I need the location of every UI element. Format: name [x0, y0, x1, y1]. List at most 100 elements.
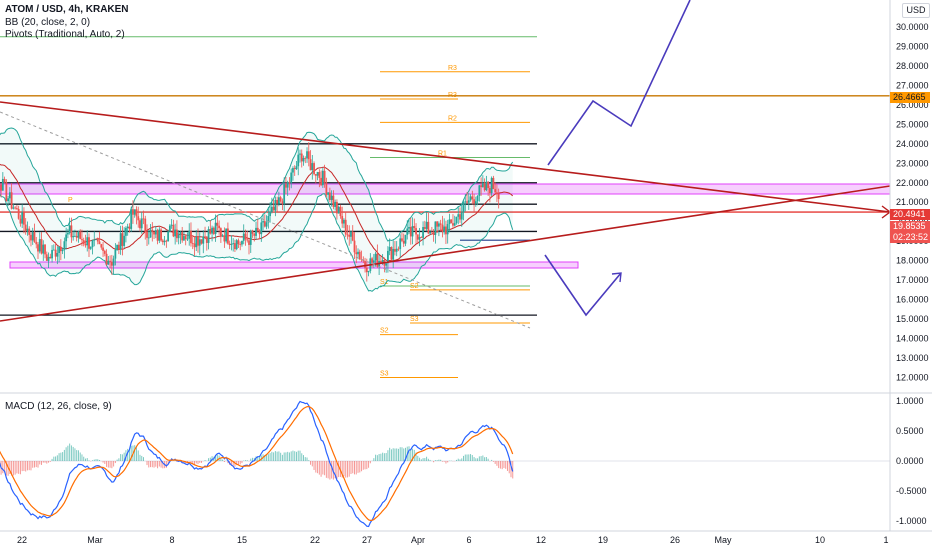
price-tick-label: 16.0000: [896, 295, 929, 305]
candle-body: [429, 231, 432, 234]
candle-body: [8, 192, 11, 199]
candle-body: [47, 256, 50, 261]
pivots-legend[interactable]: Pivots (Traditional, Auto, 2): [5, 29, 125, 40]
candle-body: [237, 240, 240, 245]
candle-body: [336, 201, 338, 214]
time-tick-label: 15: [237, 535, 247, 545]
symbol-legend[interactable]: ATOM / USD, 4h, KRAKEN: [5, 4, 129, 15]
candle-body: [52, 249, 55, 251]
candle-body: [7, 198, 10, 202]
candle-body: [401, 238, 403, 241]
candle-body: [358, 251, 361, 260]
candle-body: [172, 224, 175, 237]
candle-body: [204, 236, 206, 238]
candle-body: [119, 233, 122, 250]
candle-body: [445, 226, 447, 235]
macd-tick-label: 0.0000: [896, 456, 924, 466]
candle-body: [339, 206, 342, 217]
candle-body: [423, 227, 426, 229]
time-tick-label: Mar: [87, 535, 103, 545]
candle-body: [288, 182, 291, 183]
candle-body: [170, 224, 173, 226]
candle-body: [320, 177, 322, 186]
candle-body: [74, 235, 76, 237]
price-tick-label: 23.0000: [896, 158, 929, 168]
macd-legend[interactable]: MACD (12, 26, close, 9): [5, 401, 112, 412]
candle-body: [263, 221, 266, 227]
candle-body: [471, 196, 474, 200]
candle-body: [344, 219, 347, 235]
candle-body: [270, 206, 273, 212]
price-tick-label: 21.0000: [896, 197, 929, 207]
candle-body: [374, 253, 377, 261]
candle-body: [469, 196, 472, 201]
candle-body: [23, 212, 25, 225]
candle-body: [316, 172, 319, 176]
time-tick-label: 1: [883, 535, 888, 545]
candle-body: [371, 258, 373, 263]
candle-body: [487, 181, 490, 189]
price-tick-label: 14.0000: [896, 334, 929, 344]
candle-body: [297, 154, 300, 167]
price-tick-label: 26.0000: [896, 100, 929, 110]
candle-body: [139, 220, 141, 229]
candle-body: [26, 228, 29, 232]
candle-body: [290, 172, 293, 183]
price-tick-label: 17.0000: [896, 275, 929, 285]
candle-body: [227, 228, 229, 244]
candle-body: [168, 225, 171, 232]
candle-body: [420, 236, 423, 238]
candle-body: [174, 229, 177, 237]
pivot-label: S3: [380, 370, 389, 377]
candle-body: [137, 216, 140, 221]
candle-body: [158, 229, 161, 241]
pivot-label: R3: [448, 65, 457, 72]
candle-body: [432, 232, 435, 235]
candle-body: [81, 239, 83, 241]
candle-body: [350, 231, 352, 237]
candle-body: [49, 256, 52, 259]
candle-body: [219, 228, 222, 236]
candle-body: [328, 192, 331, 200]
last-price-value: 19.8535: [893, 221, 926, 231]
candle-body: [65, 234, 68, 242]
candle-body: [107, 260, 110, 265]
candle-body: [110, 261, 113, 266]
candle-body: [151, 229, 154, 232]
bb-fill: [0, 128, 513, 292]
candle-body: [256, 227, 259, 232]
pivot-label: R2: [448, 115, 457, 122]
candle-body: [418, 236, 421, 240]
price-tick-label: 25.0000: [896, 119, 929, 129]
candle-body: [459, 214, 461, 220]
candle-body: [473, 199, 475, 204]
candle-body: [200, 239, 203, 244]
candle-body: [207, 229, 210, 243]
candle-body: [248, 240, 250, 245]
candle-body: [21, 212, 24, 224]
candle-body: [452, 223, 454, 226]
candle-body: [61, 249, 64, 252]
candle-body: [19, 218, 22, 224]
candle-body: [304, 157, 307, 159]
candle-body: [232, 243, 235, 245]
bb-legend[interactable]: BB (20, close, 2, 0): [5, 17, 91, 28]
currency-badge[interactable]: USD: [902, 3, 930, 18]
candle-body: [228, 243, 231, 246]
candle-body: [497, 194, 500, 200]
candle-body: [450, 219, 453, 224]
candle-body: [355, 252, 358, 255]
candle-body: [133, 209, 136, 215]
candle-body: [198, 239, 201, 246]
candle-body: [302, 157, 305, 162]
candle-body: [188, 230, 191, 239]
candle-body: [195, 237, 198, 248]
candle-body: [390, 247, 393, 260]
candle-body: [241, 240, 243, 245]
candle-body: [191, 243, 194, 244]
candle-body: [244, 233, 247, 240]
candle-body: [160, 229, 162, 241]
